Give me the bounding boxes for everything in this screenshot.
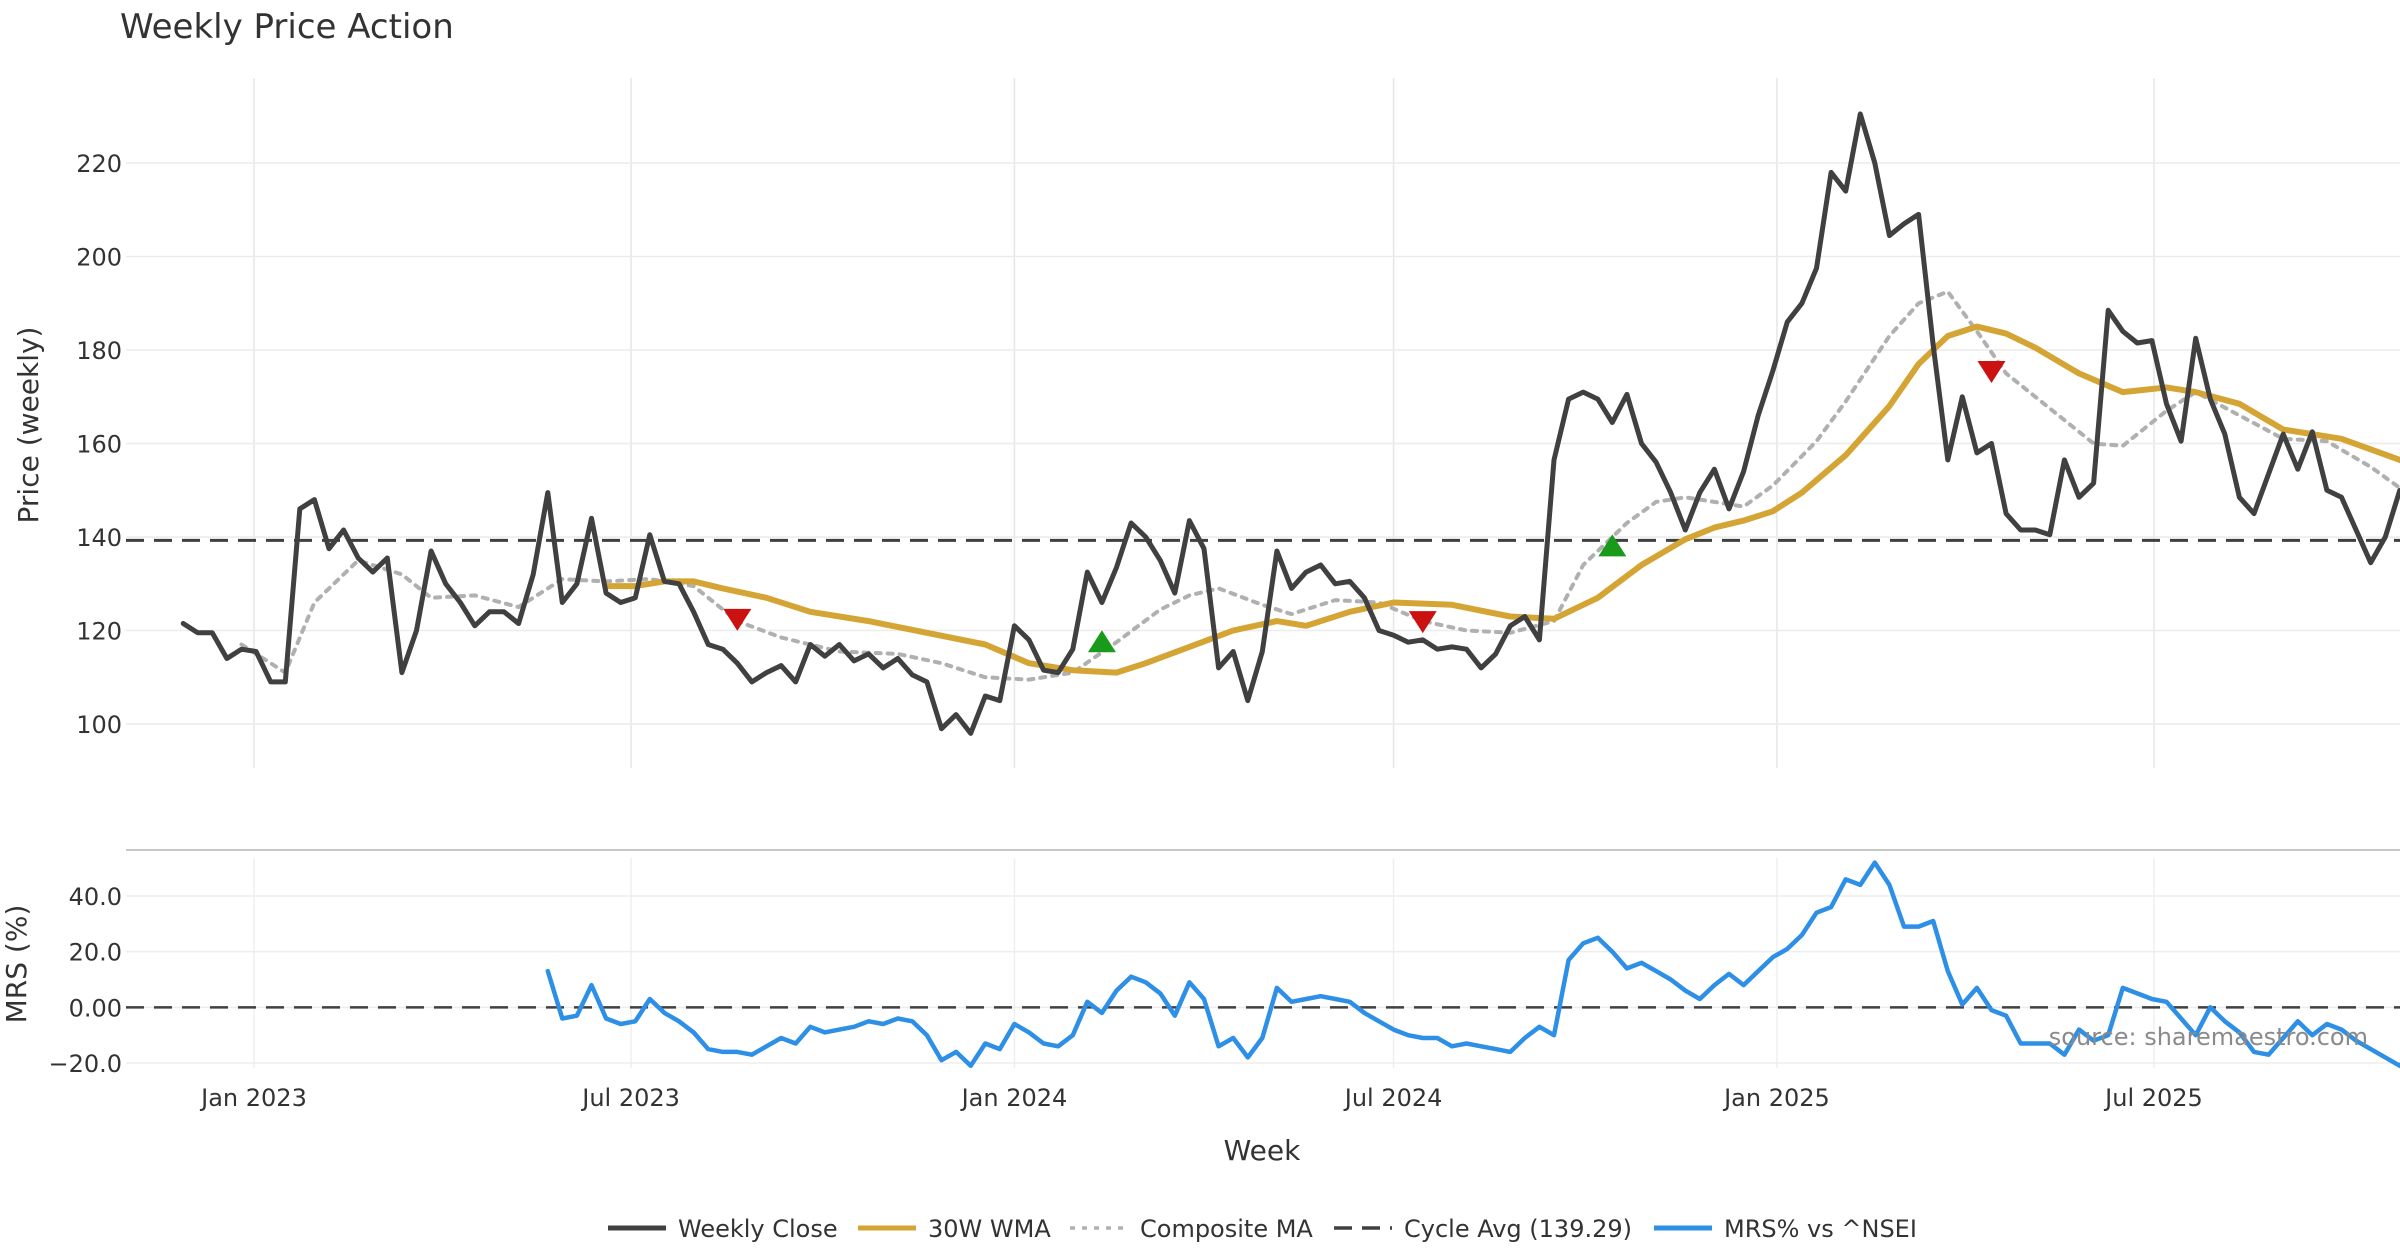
- sell-signal-marker: [723, 608, 752, 631]
- signal-markers: [723, 361, 2006, 653]
- x-tick-label: Jul 2023: [580, 1084, 680, 1112]
- mrs-line: [545, 860, 2400, 1069]
- price-y-tick-label: 200: [76, 244, 122, 272]
- source-note: source: sharemaestro.com: [2049, 1023, 2368, 1051]
- price-y-tick-label: 100: [76, 711, 122, 739]
- price-series: [180, 111, 2400, 736]
- sell-signal-marker: [1977, 361, 2006, 384]
- buy-signal-marker: [1087, 630, 1116, 653]
- price-y-ticks: 100 120 140 160 180 200 220: [76, 150, 122, 739]
- composite-ma-line: [239, 289, 2400, 682]
- x-tick-label: Jul 2024: [1343, 1084, 1443, 1112]
- legend-label: Composite MA: [1140, 1215, 1313, 1243]
- mrs-y-axis-label: MRS (%): [0, 905, 33, 1024]
- mrs-y-tick-label: 20.0: [69, 939, 122, 967]
- price-y-tick-label: 180: [76, 337, 122, 365]
- legend-label: Weekly Close: [678, 1215, 838, 1243]
- legend-label: Cycle Avg (139.29): [1404, 1215, 1632, 1243]
- buy-signal-marker: [1598, 534, 1627, 557]
- mrs-y-ticks: 40.0 20.0 0.00 −20.0: [48, 883, 122, 1078]
- mrs-y-tick-label: 40.0: [69, 883, 122, 911]
- chart-title: Weekly Price Action: [120, 7, 454, 47]
- x-tick-label: Jan 2023: [199, 1084, 307, 1112]
- x-tick-label: Jan 2024: [960, 1084, 1068, 1112]
- mrs-y-tick-label: 0.00: [69, 994, 122, 1022]
- wma-30w-line: [603, 323, 2400, 676]
- x-tick-label: Jul 2025: [2103, 1084, 2203, 1112]
- x-tick-label: Jan 2025: [1722, 1084, 1830, 1112]
- legend-label: 30W WMA: [928, 1215, 1051, 1243]
- x-axis-label: Week: [1224, 1134, 1301, 1167]
- mrs-y-tick-label: −20.0: [48, 1050, 122, 1078]
- price-y-axis-label: Price (weekly): [12, 327, 45, 524]
- legend-label: MRS% vs ^NSEI: [1724, 1215, 1917, 1243]
- price-y-tick-label: 160: [76, 431, 122, 459]
- price-y-tick-label: 220: [76, 150, 122, 178]
- price-y-tick-label: 120: [76, 618, 122, 646]
- legend: Weekly Close 30W WMA Composite MA Cycle Avg…: [608, 1215, 1917, 1243]
- mrs-series: [545, 860, 2400, 1069]
- price-y-tick-label: 140: [76, 524, 122, 552]
- price-grid: [126, 78, 2400, 768]
- sell-signal-marker: [1408, 611, 1437, 634]
- x-ticks: Jan 2023 Jul 2023 Jan 2024 Jul 2024 Jan 2025…: [199, 1084, 2203, 1112]
- weekly-close-line: [180, 111, 2400, 736]
